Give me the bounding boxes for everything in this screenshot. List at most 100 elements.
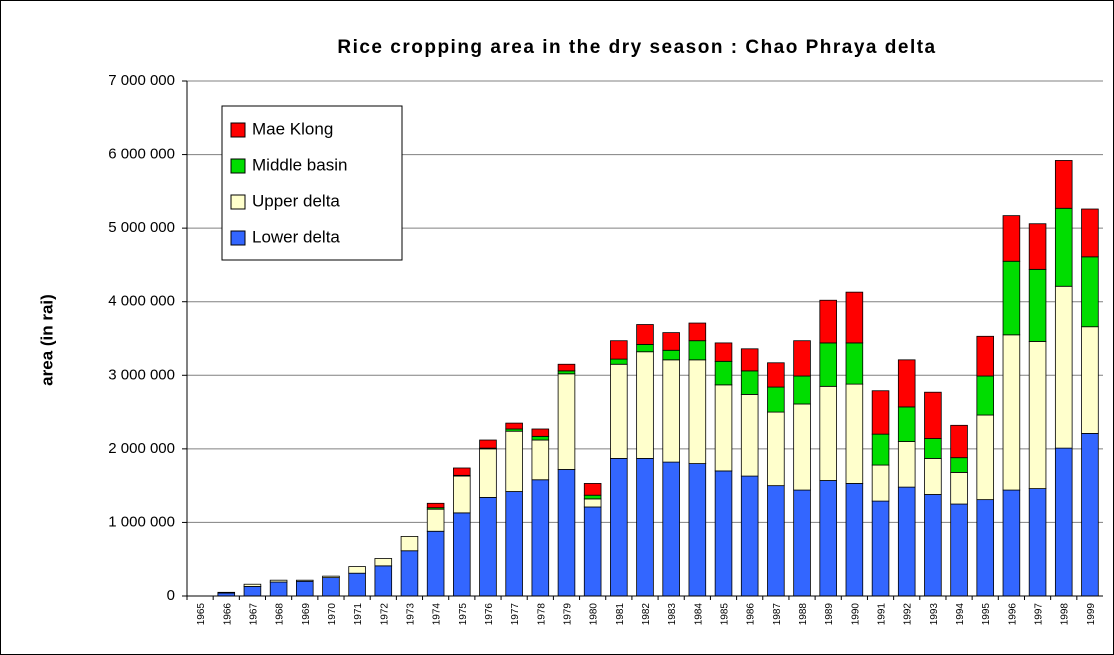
bar-segment xyxy=(767,411,785,487)
bar-segment xyxy=(243,583,262,587)
x-tick-label: 1992 xyxy=(903,603,914,626)
bar-segment xyxy=(950,424,968,459)
bar-segment xyxy=(871,390,890,435)
bar-segment xyxy=(1002,489,1021,597)
x-tick-label: 1973 xyxy=(405,603,416,626)
bar-segment xyxy=(453,475,471,514)
x-tick-label: 1985 xyxy=(720,603,731,626)
legend-swatch xyxy=(230,158,246,174)
bar-segment xyxy=(897,406,916,442)
bar-segment xyxy=(295,580,314,597)
x-tick-label: 1978 xyxy=(536,603,547,626)
bar-segment xyxy=(871,464,890,502)
bar-segment xyxy=(924,458,942,495)
bar-segment xyxy=(479,448,497,498)
bar-segment xyxy=(610,458,628,597)
bar-segment xyxy=(950,503,968,597)
bar-segment xyxy=(610,363,628,459)
bar-segment xyxy=(557,373,576,470)
x-tick-label: 1996 xyxy=(1007,603,1018,626)
x-tick-label: 1976 xyxy=(484,603,495,626)
bar-segment xyxy=(819,342,837,387)
bar-segment xyxy=(557,370,576,375)
bar-segment xyxy=(793,375,811,405)
bar-segment xyxy=(871,433,890,466)
bar-segment xyxy=(950,471,968,505)
bar-segment xyxy=(1028,341,1047,489)
bar-segment xyxy=(845,342,864,385)
bar-segment xyxy=(531,428,550,437)
bar-segment xyxy=(583,506,602,597)
bar-segment xyxy=(505,422,523,430)
legend-label: Lower delta xyxy=(252,227,340,246)
bar-segment xyxy=(924,391,942,439)
legend-swatch xyxy=(230,194,246,210)
bar-segment xyxy=(453,467,471,476)
bar-segment xyxy=(557,363,576,372)
bar-segment xyxy=(1028,223,1047,270)
bar-segment xyxy=(269,581,288,597)
bar-segment xyxy=(217,591,236,594)
bar-segment xyxy=(322,577,340,597)
bar-segment xyxy=(583,494,602,500)
x-tick-label: 1970 xyxy=(327,603,338,626)
bar-segment xyxy=(793,489,811,597)
bar-segment xyxy=(714,360,733,386)
x-tick-label: 1988 xyxy=(798,603,809,626)
bar-segment xyxy=(1081,326,1099,434)
x-tick-label: 1984 xyxy=(693,603,704,626)
bar-segment xyxy=(662,332,680,351)
bar-segment xyxy=(1002,334,1021,491)
bar-segment xyxy=(714,470,733,597)
bar-segment xyxy=(1028,268,1047,342)
y-tick-label: 1 000 000 xyxy=(108,513,175,530)
bar-segment xyxy=(819,385,837,481)
bar-segment xyxy=(374,558,393,567)
bar-segment xyxy=(897,359,916,408)
bar-segment xyxy=(505,430,523,492)
x-tick-label: 1981 xyxy=(615,603,626,626)
x-tick-label: 1965 xyxy=(196,603,207,626)
x-tick-label: 1979 xyxy=(562,603,573,626)
x-tick-label: 1982 xyxy=(641,603,652,626)
bar-segment xyxy=(426,508,445,532)
bar-segment xyxy=(1081,208,1099,258)
bar-segment xyxy=(610,340,628,360)
x-tick-label: 1975 xyxy=(458,603,469,626)
bar-segment xyxy=(740,370,759,395)
legend-box xyxy=(221,105,403,261)
x-tick-label: 1995 xyxy=(981,603,992,626)
bar-segment xyxy=(740,394,759,477)
bar-segment xyxy=(295,579,314,582)
bar-segment xyxy=(714,384,733,472)
y-tick-label: 7 000 000 xyxy=(108,72,175,89)
bar-segment xyxy=(400,536,419,552)
bar-segment xyxy=(426,530,445,597)
bar-segment xyxy=(976,335,995,377)
bar-segment xyxy=(557,469,576,597)
bar-segment xyxy=(479,497,497,597)
x-tick-label: 1977 xyxy=(510,603,521,626)
bar-segment xyxy=(819,480,837,597)
bar-segment xyxy=(531,439,550,481)
bar-segment xyxy=(348,566,366,574)
bar-segment xyxy=(924,438,942,459)
bar-segment xyxy=(714,342,733,362)
y-tick-label: 0 xyxy=(167,587,175,604)
x-tick-label: 1966 xyxy=(222,603,233,626)
legend-swatch xyxy=(230,122,246,138)
bar-segment xyxy=(636,351,654,459)
bar-segment xyxy=(374,565,393,597)
bar-segment xyxy=(845,483,864,597)
legend: Lower delta Upper delta Middle basin Mae Kl… xyxy=(221,105,403,261)
bar-segment xyxy=(636,324,654,345)
bar-segment xyxy=(845,383,864,484)
y-tick-label: 3 000 000 xyxy=(108,366,175,383)
x-tick-label: 1991 xyxy=(877,603,888,626)
bar-segment xyxy=(1081,433,1099,597)
x-tick-label: 1980 xyxy=(589,603,600,626)
bar-segment xyxy=(583,483,602,496)
chart-title: Rice cropping area in the dry season : C… xyxy=(337,37,936,58)
